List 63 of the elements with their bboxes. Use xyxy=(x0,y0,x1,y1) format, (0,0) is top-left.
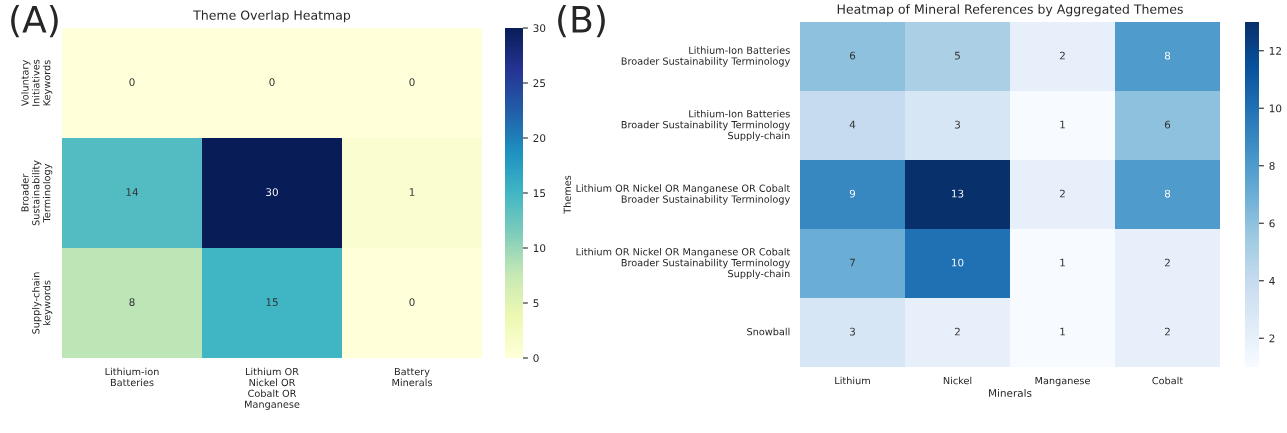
chart-title: Heatmap of Mineral References by Aggregated Themes xyxy=(837,4,1183,17)
color-bar-label: 10 xyxy=(1269,104,1282,113)
color-bar-label: 5 xyxy=(533,299,539,308)
color-bar-label: 0 xyxy=(533,354,539,363)
data-label: 3 xyxy=(849,327,855,336)
data-label: 2 xyxy=(1059,51,1065,60)
data-label: 8 xyxy=(129,298,135,307)
x-tick-label: Battery Minerals xyxy=(392,368,432,387)
y-axis-title: Themes xyxy=(563,175,571,214)
x-tick-label: Lithium xyxy=(835,376,870,385)
y-tick-label: Lithium OR Nickel OR Manganese OR Cobalt Broader Sustainability Terminology xyxy=(576,184,791,205)
data-label: 0 xyxy=(409,78,415,87)
y-tick-label: Lithium OR Nickel OR Manganese OR Cobalt Broader Sustainability Terminology Supply-chain xyxy=(576,247,791,280)
x-tick-label: Nickel xyxy=(943,376,972,385)
color-bar-label: 8 xyxy=(1269,161,1275,170)
data-label: 3 xyxy=(954,120,960,129)
data-label: 8 xyxy=(1164,51,1171,60)
text: (B) xyxy=(558,5,605,38)
x-tick-label: Cobalt xyxy=(1152,376,1183,385)
color-bar-label: 4 xyxy=(1269,277,1275,285)
data-label: 0 xyxy=(129,78,135,87)
data-label: 30 xyxy=(266,188,278,197)
data-label: 7 xyxy=(850,258,855,267)
data-label: 6 xyxy=(849,51,856,60)
color-bar-label: 20 xyxy=(533,134,546,143)
color-bar-label: 15 xyxy=(533,189,546,198)
data-label: 1 xyxy=(1060,327,1065,336)
data-label: 2 xyxy=(1059,189,1065,198)
x-tick-label: Lithium OR Nickel OR Cobalt OR Manganese xyxy=(245,367,300,410)
y-tick-label: Supply-chain keywords xyxy=(31,272,53,334)
y-tick-label: Voluntary Initiatives Keywords xyxy=(21,59,53,107)
data-label: 1 xyxy=(1060,120,1065,129)
y-tick-label: Snowball xyxy=(747,327,790,336)
data-label: 1 xyxy=(1060,258,1065,267)
color-bar-label: 12 xyxy=(1269,46,1281,55)
x-tick-label: Lithium-ion Batteries xyxy=(105,367,159,387)
data-label: 8 xyxy=(1164,189,1171,198)
color-bar-label: 10 xyxy=(533,244,546,253)
y-tick-label: Lithium-Ion Batteries Broader Sustainability Terminology xyxy=(621,46,790,67)
data-label: 9 xyxy=(849,189,856,198)
data-label: 0 xyxy=(409,298,415,307)
x-tick-label: Manganese xyxy=(1035,377,1090,387)
color-bar-label: 2 xyxy=(1269,334,1275,343)
data-label: 15 xyxy=(266,298,278,307)
chart-title: Theme Overlap Heatmap xyxy=(193,10,351,23)
y-tick-label: Broader Sustainability Terminology xyxy=(21,160,53,226)
data-label: 4 xyxy=(849,120,856,129)
text: (A) xyxy=(11,5,58,38)
data-label: 6 xyxy=(1164,120,1171,129)
data-label: 2 xyxy=(1164,327,1170,336)
x-axis-title: Minerals xyxy=(989,388,1032,397)
data-label: 14 xyxy=(126,188,139,196)
color-bar-label: 30 xyxy=(533,24,546,33)
color-bar-label: 6 xyxy=(1269,219,1275,228)
data-label: 5 xyxy=(954,51,960,60)
data-label: 10 xyxy=(952,258,964,267)
data-label: 1 xyxy=(409,188,415,196)
color-bar-label: 25 xyxy=(533,79,546,88)
data-label: 2 xyxy=(954,327,960,336)
data-label: 0 xyxy=(269,78,275,87)
data-label: 13 xyxy=(952,189,964,198)
data-label: 2 xyxy=(1164,258,1170,267)
y-tick-label: Lithium-Ion Batteries Broader Sustainability Terminology Supply-chain xyxy=(621,109,790,142)
